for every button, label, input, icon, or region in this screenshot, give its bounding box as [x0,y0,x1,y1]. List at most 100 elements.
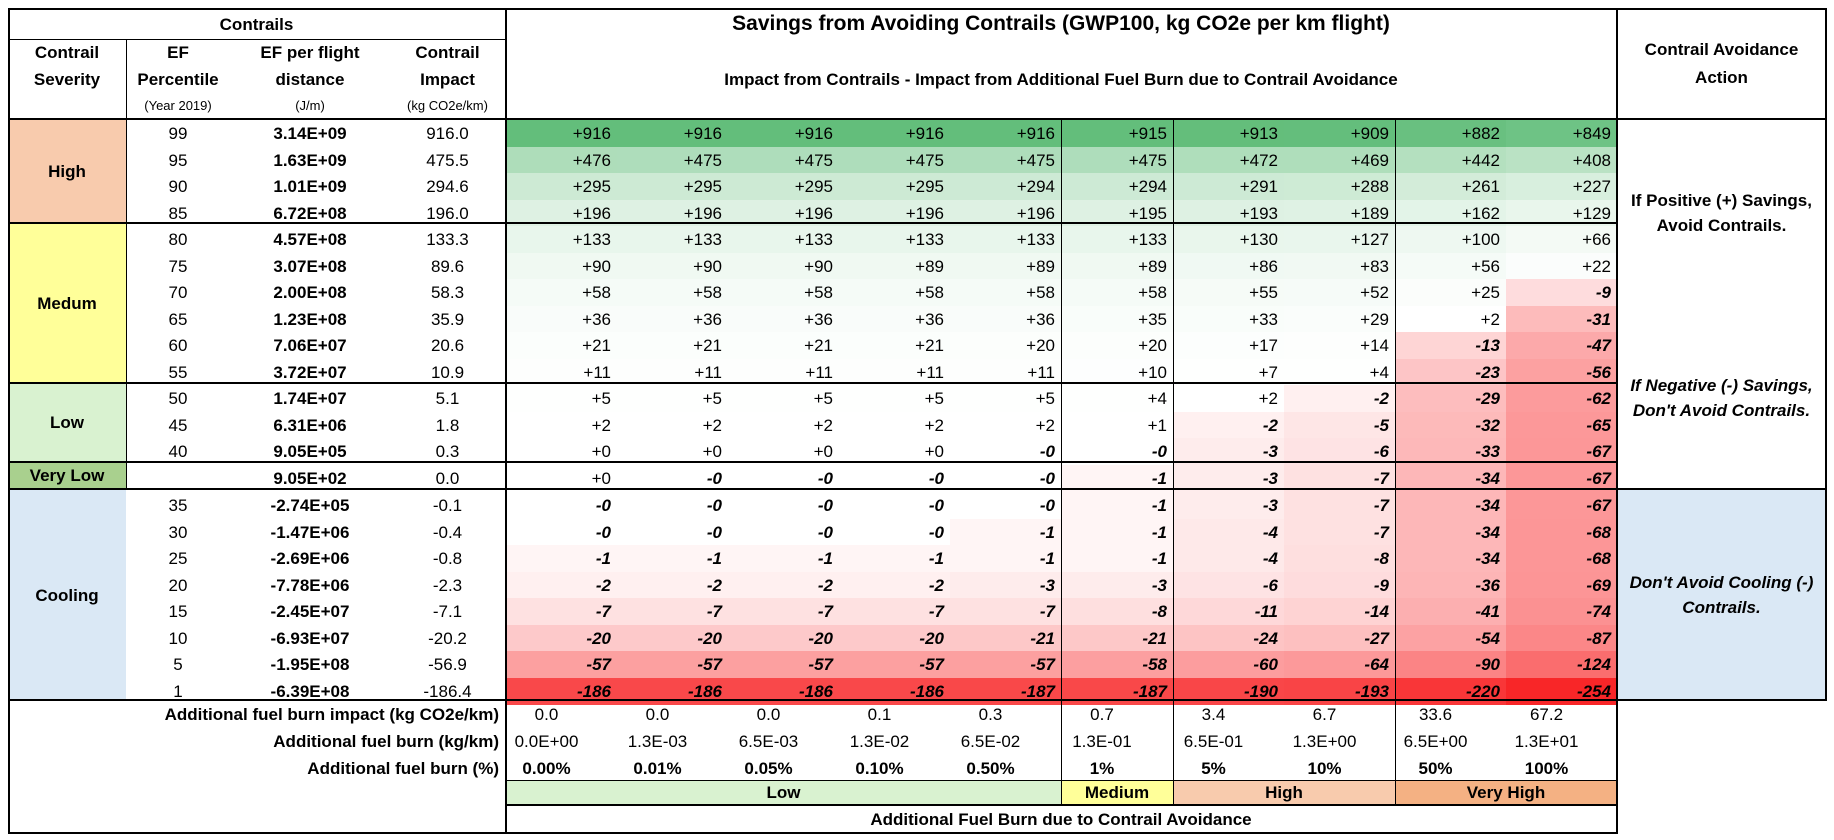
savings-cell-bg [1395,305,1506,333]
savings-cell-bg [1395,464,1506,492]
fuel-pct-value: 0.01% [633,759,682,778]
savings-cell-bg [1506,173,1617,200]
savings-cell: -0 [928,522,944,542]
fuel-impact-value: 67.2 [1529,705,1564,724]
savings-cell-bg [1061,571,1173,599]
savings-cell-bg [1506,518,1617,546]
savings-cell: -9 [1595,283,1611,302]
savings-cell-bg [506,173,617,200]
savings-cell-bg [1284,624,1395,652]
savings-cell: -68 [1586,522,1611,542]
savings-cell-bg [950,651,1061,678]
savings-cell-bg [839,492,950,519]
savings-cell-bg [1506,332,1617,359]
col-impact-header-3: (kg CO2e/km) [407,98,488,113]
savings-cell-bg [1173,332,1284,359]
savings-cell: -187 [1132,681,1167,701]
savings-cell-bg [1395,332,1506,359]
action-negative: If Negative (-) Savings, Don't Avoid Con… [1630,376,1813,420]
savings-cell-bg [1284,411,1395,439]
savings-cell: -186 [798,681,833,701]
savings-cell: +21 [915,336,944,355]
savings-cell-bg [1061,252,1173,280]
savings-cell-bg [617,120,728,147]
severity-cooling: Cooling [35,586,99,605]
savings-cell-bg [1506,305,1617,333]
savings-cell-bg [506,411,617,439]
percentile-cell: 55 [168,362,188,382]
savings-cell: -7 [706,602,722,621]
ef-cell: 9.05E+05 [273,442,347,461]
savings-cell-bg [728,120,839,147]
savings-cell: -190 [1243,681,1278,701]
savings-cell-bg [506,518,617,546]
savings-cell-bg [839,571,950,599]
savings-cell: +58 [915,283,944,302]
percentile-cell: 60 [168,336,188,355]
savings-cell: -27 [1364,628,1389,648]
savings-cell-bg [950,571,1061,599]
savings-cell-bg [1284,279,1395,306]
savings-cell-bg [506,624,617,652]
savings-cell-bg [950,332,1061,359]
savings-cell-bg [1506,120,1617,147]
savings-cell-bg [617,492,728,519]
savings-cell-bg [1506,545,1617,572]
savings-cell-bg [1395,518,1506,546]
savings-cell-bg [1173,624,1284,652]
severity-low: Low [50,413,84,432]
savings-cell: -2 [817,575,833,595]
savings-cell-bg [1506,146,1617,174]
impact-cell: 5.1 [435,389,460,408]
savings-cell: +21 [693,336,722,355]
savings-cell-bg [1506,492,1617,519]
line-category-bottom [506,804,1617,806]
savings-cell: +193 [1239,203,1278,223]
savings-cell-bg [617,411,728,439]
savings-cell: -34 [1475,468,1500,488]
fuel-impact-label: Additional fuel burn impact (kg CO2e/km) [164,705,499,724]
savings-cell: +295 [794,177,833,196]
savings-cell: -0 [706,468,722,488]
line-very-high-split [1395,119,1396,805]
savings-cell: +849 [1572,124,1611,143]
savings-cell-bg [1061,279,1173,306]
severity-very-low-bg [8,462,126,489]
savings-cell: -3 [1262,468,1278,488]
line-contrails-header [8,39,505,40]
savings-cell: +916 [1016,124,1055,143]
savings-subtitle: Impact from Contrails - Impact from Addi… [724,70,1398,89]
savings-cell-bg [1284,464,1395,492]
savings-cell-bg [506,358,617,386]
severity-high: High [48,162,86,181]
savings-cell: -0 [1039,442,1055,461]
ef-cell: -6.39E+08 [270,681,350,701]
savings-cell: +100 [1461,230,1500,249]
savings-cell-bg [1395,624,1506,652]
savings-cell-bg [1284,545,1395,572]
fuel-pct-value: 0.50% [966,759,1015,778]
savings-cell: -7 [595,602,611,621]
savings-cell: -4 [1262,549,1278,568]
impact-cell: 1.8 [435,415,460,435]
savings-cell: +90 [693,256,722,276]
savings-cell: +476 [572,150,611,170]
savings-cell: +10 [1138,362,1167,382]
savings-cell: -5 [1373,415,1389,435]
savings-cell: -186 [576,681,611,701]
savings-cell-bg [1173,358,1284,386]
savings-cell: +475 [683,150,722,170]
percentile-cell: 10 [168,628,188,648]
savings-cell: -187 [1020,681,1055,701]
savings-cell-bg [839,173,950,200]
savings-cell: +89 [1138,256,1167,276]
savings-cell: -193 [1354,681,1389,701]
savings-cell: +475 [1016,150,1055,170]
savings-cell-bg [1061,545,1173,572]
savings-cell: -2 [928,575,944,595]
ef-cell: 3.14E+09 [273,124,347,143]
savings-cell-bg [950,518,1061,546]
savings-cell: +2 [591,415,611,435]
savings-cell-bg [1395,492,1506,519]
savings-cell-bg [1395,385,1506,412]
